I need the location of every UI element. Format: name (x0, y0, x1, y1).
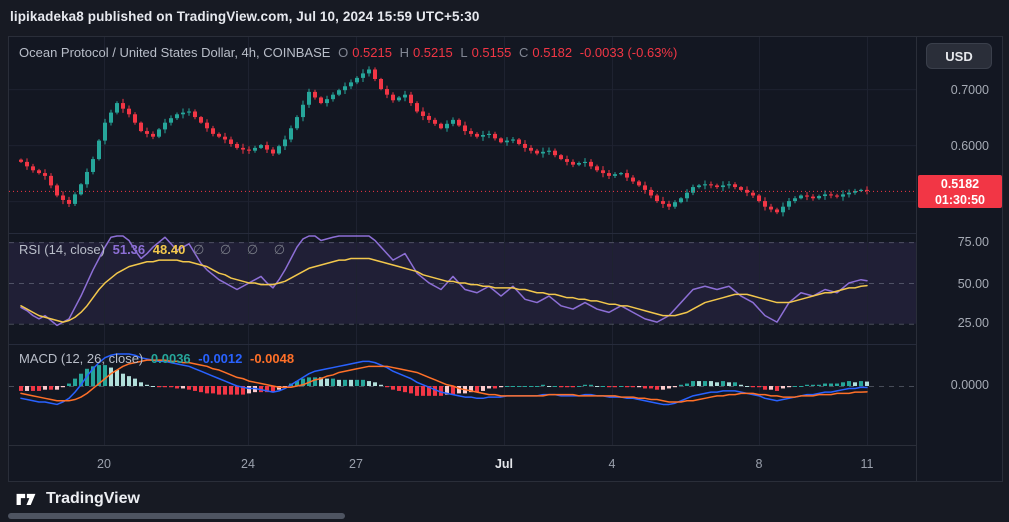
price-legend: Ocean Protocol / United States Dollar, 4… (19, 45, 681, 60)
change-value: -0.0033 (-0.63%) (579, 45, 678, 60)
time-axis-label: 27 (349, 456, 363, 471)
ohlc-low-label: L (460, 45, 468, 60)
time-axis-label: 24 (241, 456, 255, 471)
price-axis-label: 0.7000 (950, 83, 989, 97)
rsi-axis-label: 50.00 (957, 277, 989, 291)
ohlc-close-label: C (518, 45, 529, 60)
time-axis-label: 11 (860, 456, 874, 471)
ohlc-open-value: 0.5215 (352, 45, 392, 60)
countdown-timer: 01:30:50 (934, 193, 986, 207)
rsi-axis-label: 75.00 (957, 235, 989, 249)
panes: Ocean Protocol / United States Dollar, 4… (9, 37, 916, 481)
price-pane[interactable]: Ocean Protocol / United States Dollar, 4… (9, 37, 916, 233)
rsi-legend: RSI (14, close) 51.36 48.40 ∅ ∅ ∅ ∅ (19, 242, 295, 258)
rsi-hidden-values: ∅ ∅ ∅ ∅ (192, 242, 292, 257)
tradingview-logo-icon[interactable] (14, 487, 38, 511)
macd-legend: MACD (12, 26, close) 0.0036 -0.0012 -0.0… (19, 351, 298, 366)
publish-header: lipikadeka8 published on TradingView.com… (0, 0, 1009, 33)
macd-axis-label: 0.0000 (950, 378, 989, 392)
macd-line-value: -0.0012 (198, 351, 243, 366)
time-axis-label: 20 (97, 456, 111, 471)
chart-widget: Ocean Protocol / United States Dollar, 4… (8, 36, 1003, 482)
last-price-value: 0.5182 (940, 177, 980, 191)
rsi-pane[interactable]: RSI (14, close) 51.36 48.40 ∅ ∅ ∅ ∅ (9, 233, 916, 344)
macd-canvas (9, 345, 916, 445)
rsi-axis-label: 25.00 (957, 316, 989, 330)
ohlc-high-label: H (399, 45, 409, 60)
tradingview-brand[interactable]: TradingView (46, 490, 140, 507)
rsi-canvas (9, 234, 916, 344)
macd-pane[interactable]: MACD (12, 26, close) 0.0036 -0.0012 -0.0… (9, 344, 916, 445)
time-axis[interactable]: 20 24 27 Jul 4 8 11 (9, 445, 916, 481)
symbol-title[interactable]: Ocean Protocol / United States Dollar, 4… (19, 45, 331, 60)
time-axis-label: 8 (755, 456, 763, 471)
macd-signal-value: -0.0048 (250, 351, 295, 366)
time-axis-label: 4 (608, 456, 616, 471)
ohlc-close-value: 0.5182 (532, 45, 573, 60)
macd-title[interactable]: MACD (12, 26, close) (19, 351, 144, 366)
last-price-badge: 0.5182 01:30:50 (918, 175, 1002, 208)
ohlc-low-value: 0.5155 (471, 45, 512, 60)
price-canvas (9, 37, 916, 233)
time-axis-label: Jul (494, 456, 514, 471)
price-axis-label: 0.6000 (950, 139, 989, 153)
rsi-title[interactable]: RSI (14, close) (19, 242, 105, 257)
rsi-ma-value: 48.40 (152, 242, 186, 257)
macd-hist-value: 0.0036 (150, 351, 191, 366)
ohlc-open-label: O (338, 45, 349, 60)
publish-header-text: lipikadeka8 published on TradingView.com… (10, 9, 480, 24)
currency-toggle-button[interactable]: USD (926, 43, 992, 69)
rsi-value: 51.36 (112, 242, 146, 257)
footer: TradingView (14, 484, 140, 514)
horizontal-scrollbar[interactable] (8, 513, 345, 519)
price-scale[interactable]: USD 0.7000 0.6000 0.5182 01:30:50 75.00 … (916, 37, 1002, 481)
ohlc-high-value: 0.5215 (412, 45, 453, 60)
